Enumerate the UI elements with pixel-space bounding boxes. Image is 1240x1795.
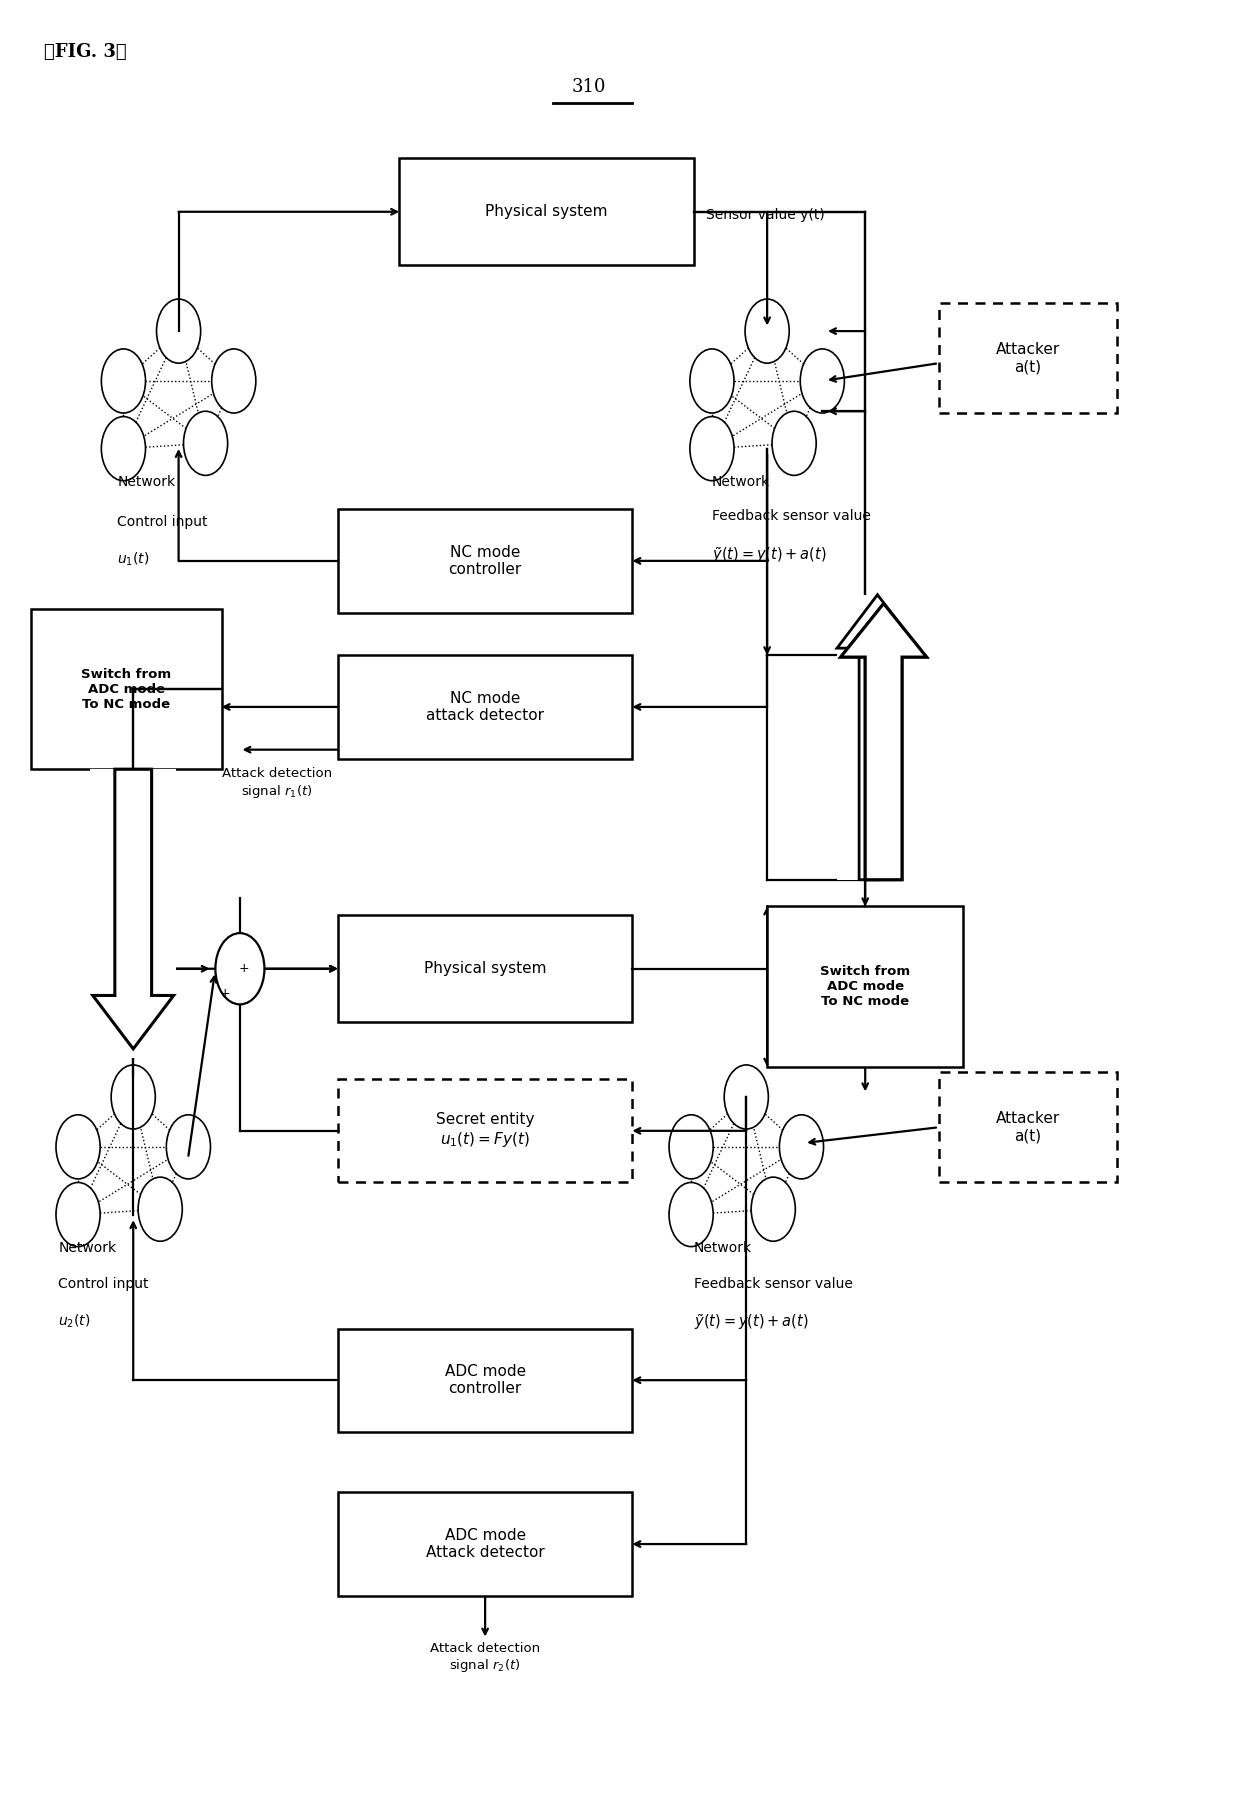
Text: Physical system: Physical system bbox=[485, 205, 608, 219]
Text: Control input: Control input bbox=[118, 515, 208, 528]
Circle shape bbox=[166, 1115, 211, 1179]
FancyBboxPatch shape bbox=[339, 510, 632, 612]
Text: Feedback sensor value: Feedback sensor value bbox=[712, 510, 870, 522]
Circle shape bbox=[773, 411, 816, 476]
Polygon shape bbox=[841, 603, 926, 880]
Text: Attack detection
signal $r_2(t)$: Attack detection signal $r_2(t)$ bbox=[430, 1642, 541, 1675]
Polygon shape bbox=[95, 770, 171, 1039]
Text: +: + bbox=[238, 962, 249, 975]
FancyBboxPatch shape bbox=[339, 1492, 632, 1596]
Circle shape bbox=[670, 1183, 713, 1246]
Circle shape bbox=[745, 300, 789, 363]
Circle shape bbox=[751, 1178, 795, 1242]
Text: $u_1(t)$: $u_1(t)$ bbox=[118, 551, 150, 567]
Text: Attack detection
signal $r_1(t)$: Attack detection signal $r_1(t)$ bbox=[222, 768, 332, 801]
Text: 』FIG. 3』: 』FIG. 3』 bbox=[43, 43, 126, 61]
Text: Network: Network bbox=[712, 476, 770, 490]
Circle shape bbox=[56, 1115, 100, 1179]
FancyBboxPatch shape bbox=[339, 1079, 632, 1183]
Text: ADC mode
Attack detector: ADC mode Attack detector bbox=[425, 1528, 544, 1560]
Text: Switch from
ADC mode
To NC mode: Switch from ADC mode To NC mode bbox=[820, 966, 910, 1009]
Text: Secret entity
$u_1(t) = Fy(t)$: Secret entity $u_1(t) = Fy(t)$ bbox=[436, 1113, 534, 1149]
Text: Attacker
a(t): Attacker a(t) bbox=[996, 1111, 1060, 1143]
Text: +: + bbox=[219, 987, 231, 1000]
FancyBboxPatch shape bbox=[939, 1072, 1116, 1183]
FancyBboxPatch shape bbox=[399, 158, 693, 266]
Circle shape bbox=[102, 416, 145, 481]
Text: NC mode
attack detector: NC mode attack detector bbox=[427, 691, 544, 723]
Text: Physical system: Physical system bbox=[424, 962, 547, 976]
Circle shape bbox=[112, 1064, 155, 1129]
Text: Switch from
ADC mode
To NC mode: Switch from ADC mode To NC mode bbox=[82, 668, 171, 711]
Text: Sensor value y(t): Sensor value y(t) bbox=[706, 208, 825, 223]
Text: 310: 310 bbox=[572, 77, 606, 95]
Circle shape bbox=[689, 348, 734, 413]
Circle shape bbox=[102, 348, 145, 413]
FancyBboxPatch shape bbox=[339, 655, 632, 759]
Text: ADC mode
controller: ADC mode controller bbox=[445, 1364, 526, 1397]
Circle shape bbox=[216, 933, 264, 1005]
FancyBboxPatch shape bbox=[339, 1328, 632, 1432]
Text: Network: Network bbox=[58, 1242, 117, 1255]
FancyBboxPatch shape bbox=[768, 906, 963, 1066]
Text: Control input: Control input bbox=[58, 1276, 149, 1291]
Text: $\tilde{y}(t) = y(t) + a(t)$: $\tilde{y}(t) = y(t) + a(t)$ bbox=[693, 1312, 808, 1332]
Text: $u_2(t)$: $u_2(t)$ bbox=[58, 1312, 91, 1330]
Polygon shape bbox=[93, 770, 174, 1048]
Text: $\tilde{y}(t) = y(t) + a(t)$: $\tilde{y}(t) = y(t) + a(t)$ bbox=[712, 546, 827, 565]
Circle shape bbox=[800, 348, 844, 413]
Circle shape bbox=[184, 411, 228, 476]
FancyBboxPatch shape bbox=[339, 915, 632, 1021]
Circle shape bbox=[670, 1115, 713, 1179]
Circle shape bbox=[780, 1115, 823, 1179]
Polygon shape bbox=[837, 594, 918, 880]
Circle shape bbox=[138, 1178, 182, 1242]
Circle shape bbox=[56, 1183, 100, 1246]
Circle shape bbox=[156, 300, 201, 363]
Text: Feedback sensor value: Feedback sensor value bbox=[693, 1276, 852, 1291]
FancyBboxPatch shape bbox=[31, 609, 222, 770]
FancyBboxPatch shape bbox=[939, 303, 1116, 413]
Polygon shape bbox=[837, 594, 918, 880]
Text: Network: Network bbox=[693, 1242, 751, 1255]
Polygon shape bbox=[91, 770, 176, 1057]
Circle shape bbox=[689, 416, 734, 481]
Text: NC mode
controller: NC mode controller bbox=[449, 544, 522, 576]
Circle shape bbox=[212, 348, 255, 413]
Circle shape bbox=[724, 1064, 769, 1129]
Text: Network: Network bbox=[118, 476, 175, 490]
Text: Attacker
a(t): Attacker a(t) bbox=[996, 341, 1060, 373]
